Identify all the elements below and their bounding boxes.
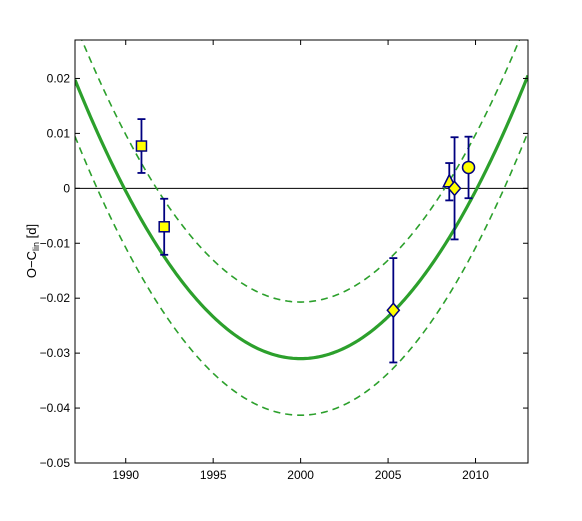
square-marker	[135, 140, 148, 152]
y-axis-label-main: O−C	[24, 251, 39, 278]
y-tick-label: −0.05	[40, 456, 71, 470]
fit-curve-solid	[75, 74, 528, 361]
diamond-marker	[386, 302, 401, 319]
y-axis-label: O−Clin [d]	[24, 224, 41, 278]
data-point-diamond	[447, 136, 462, 241]
plot-frame	[74, 39, 529, 464]
plot-background	[75, 40, 528, 463]
y-tick-label: −0.01	[40, 236, 71, 250]
x-tick-label: 1995	[200, 468, 227, 482]
data-point-square	[135, 118, 148, 174]
y-axis: 0.02 0.01 0 −0.01 −0.02 −0.03 −0.04 −0.05	[40, 71, 528, 470]
data-point-diamond	[386, 257, 401, 364]
y-axis-label-unit: [d]	[24, 224, 39, 242]
y-tick-label: −0.02	[40, 291, 71, 305]
x-axis: 1990 1995 2000 2005 2010	[112, 40, 489, 482]
fit-curve-dashed-2	[75, 131, 528, 416]
data-points	[135, 118, 476, 364]
fit-curves	[75, 40, 528, 416]
fit-curve-dashed-1	[81, 40, 521, 303]
y-tick-label: 0	[63, 181, 70, 195]
y-tick-label: 0.02	[47, 71, 71, 85]
circle-marker	[461, 160, 476, 175]
square-marker	[158, 221, 170, 233]
data-point-circle	[461, 135, 476, 200]
y-axis-label-subscript: lin	[31, 242, 41, 251]
x-tick-label: 2010	[462, 468, 489, 482]
data-point-square	[158, 197, 170, 256]
x-tick-label: 2000	[287, 468, 314, 482]
x-tick-label: 2005	[375, 468, 402, 482]
x-tick-label: 1990	[112, 468, 139, 482]
y-tick-label: 0.01	[47, 126, 71, 140]
diamond-marker	[447, 180, 462, 197]
y-tick-label: −0.04	[40, 401, 71, 415]
y-tick-label: −0.03	[40, 346, 71, 360]
